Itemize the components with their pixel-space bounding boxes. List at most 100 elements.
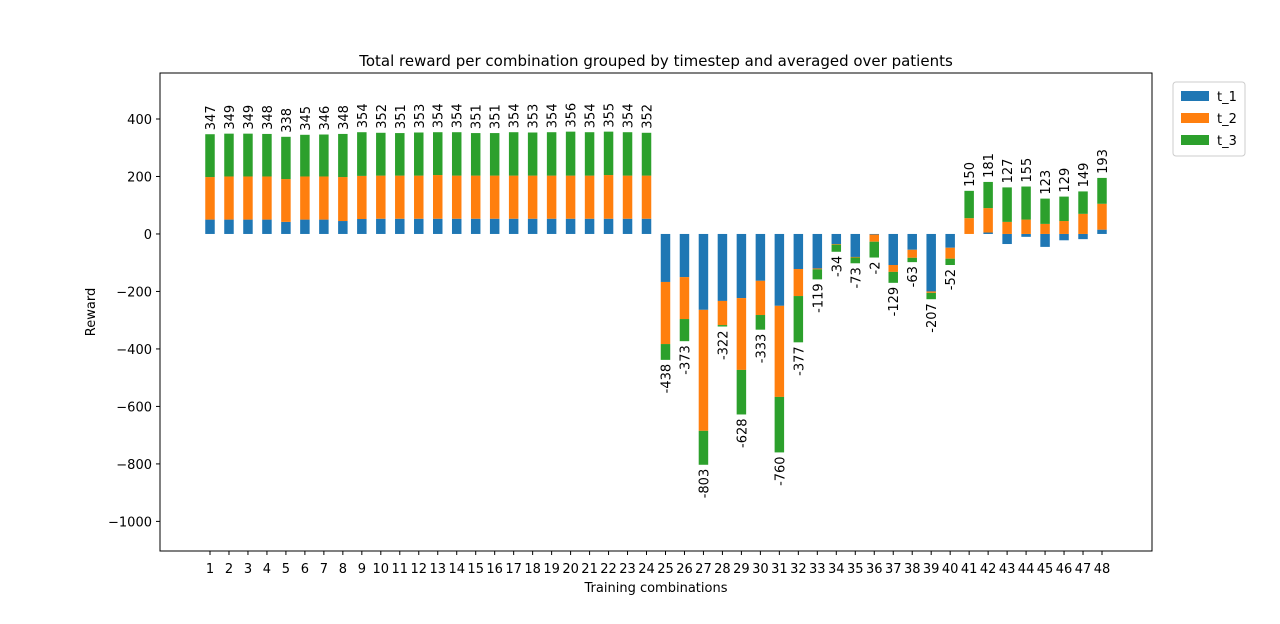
- bar-segment: [926, 233, 936, 292]
- total-label: 354: [508, 103, 523, 128]
- bar-segment: [584, 132, 595, 176]
- x-tick-label: 6: [301, 562, 309, 577]
- bar-segment: [1040, 233, 1050, 247]
- x-tick-label: 45: [1037, 562, 1054, 577]
- x-tick-label: 12: [410, 562, 427, 577]
- bar-segment: [603, 218, 614, 234]
- bar-segment: [319, 134, 329, 177]
- bar-segment: [698, 233, 709, 310]
- total-label: 348: [261, 105, 276, 130]
- y-axis-label: Reward: [84, 288, 99, 336]
- x-tick-label: 13: [429, 562, 446, 577]
- bar-segment: [869, 233, 879, 235]
- total-label: 181: [982, 153, 997, 178]
- x-tick-label: 7: [320, 562, 328, 577]
- bar-segment: [717, 233, 728, 301]
- bar-segment: [926, 291, 936, 293]
- bar-segment: [338, 221, 348, 234]
- bar-segment: [224, 176, 234, 220]
- x-tick-label: 36: [866, 562, 883, 577]
- total-label: 155: [1020, 158, 1035, 183]
- bar-segment: [812, 268, 823, 270]
- x-tick-label: 42: [980, 562, 997, 577]
- bar-segment: [433, 175, 443, 219]
- y-tick-label: 400: [127, 113, 152, 128]
- bar-segment: [546, 132, 557, 176]
- bar-segment: [451, 175, 462, 219]
- chart-title: Total reward per combination grouped by …: [358, 52, 953, 70]
- bar-segment: [281, 136, 291, 180]
- bar-segment: [300, 134, 310, 177]
- x-tick-label: 8: [339, 562, 347, 577]
- total-label: 351: [489, 104, 504, 129]
- bar-segment: [755, 315, 766, 330]
- bar-segment: [205, 177, 215, 220]
- legend-label: t_2: [1217, 112, 1237, 127]
- bar-segment: [470, 175, 481, 219]
- bar-segment: [433, 132, 443, 176]
- total-label: 354: [432, 103, 447, 128]
- bar-segment: [793, 296, 804, 343]
- bar-segment: [622, 132, 633, 176]
- x-axis-label: Training combinations: [584, 581, 728, 596]
- bar-segment: [736, 298, 747, 370]
- bar-segment: [319, 219, 329, 234]
- x-tick-label: 3: [244, 562, 252, 577]
- bar-segment: [489, 175, 500, 219]
- bar-segment: [983, 232, 993, 234]
- bar-segment: [224, 219, 234, 234]
- bar-segment: [793, 233, 804, 270]
- bar-segment: [527, 132, 538, 176]
- total-label: 353: [527, 104, 542, 129]
- bar-segment: [1040, 223, 1050, 234]
- total-label: 355: [603, 103, 618, 128]
- bar-segment: [945, 258, 955, 266]
- x-tick-label: 30: [752, 562, 769, 577]
- bar-segment: [622, 218, 633, 234]
- total-label: 354: [356, 103, 371, 128]
- bar-segment: [679, 277, 690, 320]
- total-label: 354: [584, 103, 599, 128]
- y-tick-label: 0: [144, 228, 152, 243]
- bar-segment: [451, 218, 462, 234]
- bar-segment: [622, 175, 633, 219]
- bar-segment: [1078, 213, 1088, 234]
- x-tick-label: 31: [771, 562, 788, 577]
- x-tick-label: 39: [923, 562, 940, 577]
- bar-segment: [243, 133, 253, 177]
- x-tick-label: 2: [225, 562, 233, 577]
- bar-segment: [584, 175, 595, 219]
- y-tick-label: −1000: [108, 515, 152, 530]
- x-tick-label: 24: [638, 562, 655, 577]
- x-tick-label: 22: [600, 562, 617, 577]
- x-tick-label: 33: [809, 562, 826, 577]
- total-label: 123: [1039, 170, 1054, 195]
- bar-segment: [470, 133, 481, 176]
- total-label: 349: [242, 105, 257, 130]
- x-tick-label: 11: [392, 562, 409, 577]
- bar-segment: [907, 249, 917, 258]
- total-label: 348: [337, 105, 352, 130]
- bar-segment: [717, 325, 728, 327]
- bar-segment: [679, 319, 690, 342]
- total-label: 129: [1058, 168, 1073, 193]
- bar-segment: [527, 218, 538, 234]
- bar-segment: [812, 233, 823, 269]
- x-tick-label: 1: [206, 562, 214, 577]
- x-tick-label: 32: [790, 562, 807, 577]
- bar-segment: [489, 133, 500, 176]
- x-tick-label: 21: [581, 562, 598, 577]
- bar-segment: [470, 218, 481, 234]
- bar-segment: [755, 280, 766, 316]
- total-label: 127: [1001, 159, 1016, 184]
- total-label: -760: [773, 456, 788, 486]
- bar-segment: [489, 218, 500, 234]
- x-tick-label: 15: [467, 562, 484, 577]
- bar-segment: [831, 244, 842, 252]
- x-tick-label: 19: [543, 562, 560, 577]
- bar-segment: [774, 396, 785, 453]
- bar-segment: [812, 269, 823, 280]
- total-label: -2: [868, 262, 883, 275]
